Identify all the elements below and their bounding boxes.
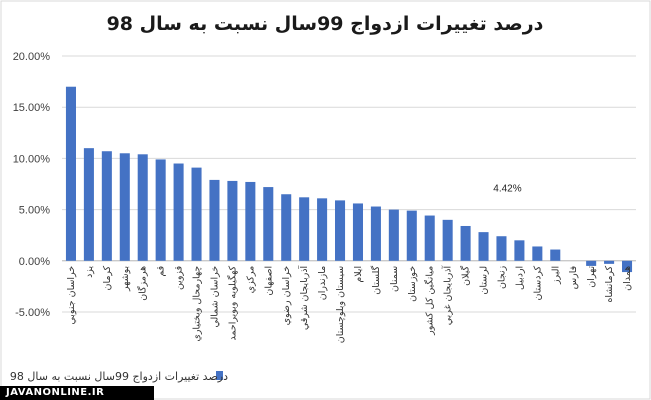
- bar: [604, 260, 615, 264]
- category-label: يزد: [84, 265, 95, 277]
- bar: [532, 246, 543, 261]
- legend-swatch: [216, 371, 223, 380]
- category-label: كرمانشاه: [604, 265, 615, 302]
- bar: [209, 179, 220, 261]
- bars: [65, 86, 633, 273]
- bar: [406, 210, 417, 261]
- category-label: فارس: [568, 266, 579, 290]
- category-label: تهران: [586, 265, 597, 287]
- bar: [460, 225, 471, 261]
- category-label: اصفهان: [263, 266, 274, 296]
- y-tick-label: 0.00%: [19, 256, 50, 268]
- bar: [622, 260, 633, 273]
- category-label: گلستان: [370, 265, 382, 294]
- bar: [227, 180, 238, 261]
- watermark-bar: JAVANONLINE.IR: [0, 386, 154, 400]
- bar: [263, 187, 274, 261]
- bar: [496, 236, 507, 261]
- category-label: آذربايجان غربي: [441, 265, 454, 325]
- category-label: بوشهر: [120, 266, 131, 292]
- category-label: كردستان: [532, 265, 543, 300]
- bar: [155, 159, 166, 261]
- category-label: ميانگين كل كشور: [424, 266, 436, 336]
- legend: درصد تغییرات ازدواج 99سال نسبت به سال 98: [10, 370, 228, 383]
- legend-label: درصد تغییرات ازدواج 99سال نسبت به سال 98: [10, 370, 228, 383]
- category-label: چهارمحال وبختياري: [192, 266, 203, 342]
- y-tick-label: 20.00%: [13, 51, 51, 63]
- y-axis-ticks: -5.00% 0.00% 5.00% 10.00% 15.00% 20.00%: [13, 51, 51, 319]
- chart-title: درصد تغییرات ازدواج 99سال نسبت به سال 98: [107, 13, 544, 35]
- category-label: آذربايجان شرقي: [297, 265, 310, 330]
- category-label: خراسان رضوي: [281, 266, 292, 326]
- category-label: قزوين: [174, 266, 185, 290]
- category-label: سمنان: [389, 266, 400, 292]
- bar: [101, 151, 112, 261]
- category-label: خراسان شمالي: [209, 266, 220, 328]
- bar: [370, 206, 381, 261]
- category-label: زنجان: [496, 265, 507, 289]
- category-label: مركزي: [245, 266, 256, 294]
- bar: [514, 240, 525, 261]
- watermark-text: JAVANONLINE.IR: [6, 387, 105, 398]
- category-label: هرمزگان: [137, 266, 149, 301]
- y-tick-label: 15.00%: [13, 102, 51, 114]
- category-labels: خراسان جنوبي يزد كرمان بوشهر هرمزگان قم قزوين چ…: [66, 265, 633, 343]
- y-tick-label: -5.00%: [15, 307, 50, 319]
- bar: [299, 197, 310, 261]
- bar: [550, 249, 561, 261]
- category-label: ايلام: [353, 266, 364, 283]
- y-tick-label: 10.00%: [13, 153, 51, 165]
- bar: [317, 198, 328, 261]
- category-label: خوزستان: [407, 266, 418, 302]
- category-label: اردبيل: [514, 266, 525, 290]
- bar: [586, 260, 597, 266]
- category-label: مازندران: [317, 266, 328, 300]
- bar: [388, 209, 399, 261]
- category-label: قم: [156, 266, 167, 277]
- bar: [83, 148, 94, 261]
- bar: [137, 154, 148, 261]
- bar: [352, 203, 363, 261]
- bar: [478, 232, 489, 261]
- bar: [119, 153, 130, 261]
- annotation-label: 4.42%: [493, 184, 521, 195]
- y-tick-label: 5.00%: [19, 205, 50, 217]
- category-label: كهگيلويه وبويراحمد: [226, 265, 238, 340]
- bar: [424, 215, 435, 261]
- category-label: خراسان جنوبي: [66, 266, 77, 325]
- bar: [173, 163, 184, 261]
- category-label: لرستان: [479, 266, 490, 295]
- category-label: البرز: [550, 266, 561, 285]
- bar: [335, 200, 346, 261]
- bar: [65, 86, 76, 261]
- category-label: همدان: [622, 266, 633, 291]
- category-label: سيستان وبلوچستان: [335, 266, 346, 343]
- category-label: كرمان: [102, 265, 113, 290]
- bar: [191, 167, 202, 261]
- bar: [442, 219, 453, 261]
- bar: [281, 194, 292, 261]
- bar: [245, 181, 256, 261]
- category-label: گيلان: [460, 265, 472, 286]
